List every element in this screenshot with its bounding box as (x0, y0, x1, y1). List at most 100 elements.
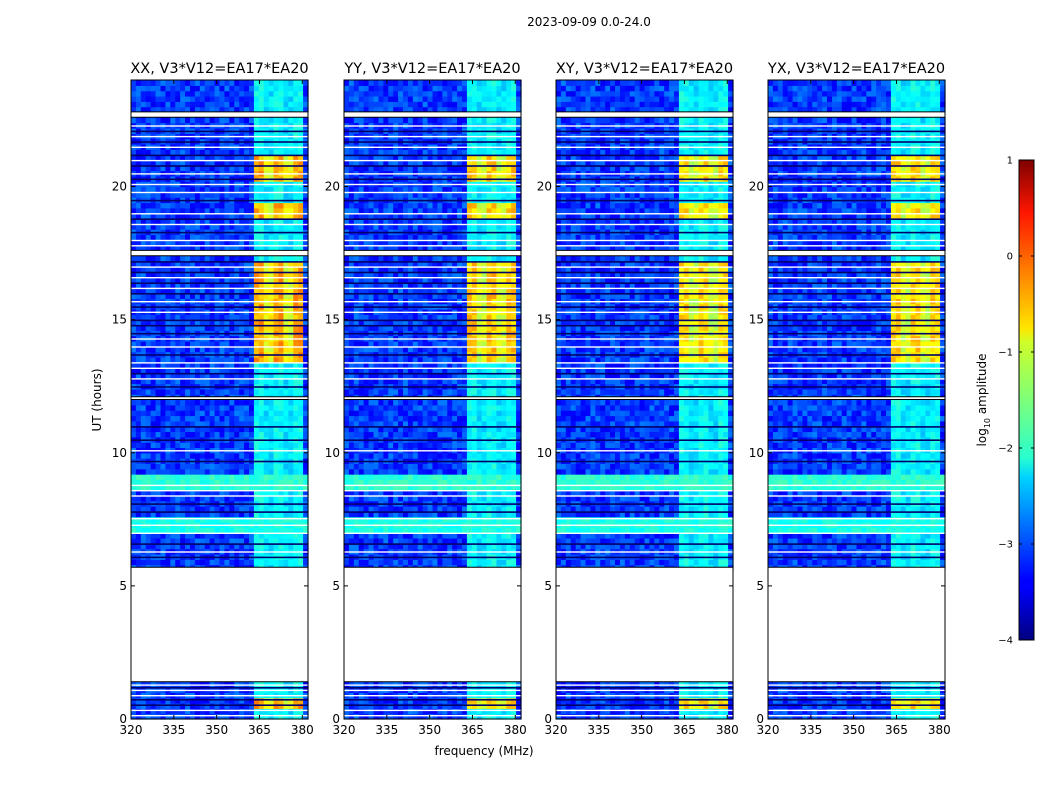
heatmap-cell (293, 223, 299, 230)
heatmap-cell (258, 117, 265, 124)
heatmap-cell (160, 713, 167, 720)
heatmap-cell (358, 490, 365, 496)
heatmap-cell (273, 234, 280, 241)
heatmap-cell (263, 186, 270, 193)
heatmap-cell (278, 346, 285, 353)
heatmap-cell (278, 324, 285, 331)
heatmap-cell (422, 490, 429, 496)
heatmap-cell (140, 426, 147, 433)
heatmap-cell (165, 293, 171, 299)
heatmap-cell (175, 80, 181, 86)
heatmap-cell (160, 245, 167, 251)
flagged-row-line (131, 346, 308, 348)
heatmap-cell (363, 532, 370, 539)
heatmap-cell (516, 516, 522, 523)
heatmap-cell (234, 255, 240, 262)
heatmap-cell (140, 80, 147, 86)
heatmap-cell (180, 559, 186, 566)
heatmap-cell (258, 261, 265, 267)
heatmap-cell (224, 106, 230, 113)
heatmap-cell (180, 101, 186, 108)
heatmap-cell (145, 362, 152, 369)
heatmap-cell (165, 346, 171, 353)
heatmap-cell (471, 708, 478, 715)
heatmap-cell (140, 479, 147, 486)
heatmap-cell (293, 191, 299, 198)
heatmap-cell (417, 713, 424, 720)
heatmap-cell (131, 159, 137, 166)
heatmap-cell (268, 537, 275, 544)
heatmap-cell (363, 506, 370, 512)
heatmap-cell (155, 431, 162, 438)
heatmap-cell (249, 202, 255, 209)
heatmap-cell (204, 80, 211, 86)
heatmap-cell (263, 261, 270, 267)
heatmap-cell (224, 399, 230, 406)
heatmap-cell (457, 484, 463, 491)
heatmap-cell (249, 159, 255, 166)
heatmap-cell (437, 543, 443, 550)
no-data-region (131, 250, 308, 256)
heatmap-cell (344, 404, 350, 411)
heatmap-cell (457, 559, 463, 566)
heatmap-cell (358, 697, 365, 704)
heatmap-cell (263, 101, 270, 108)
heatmap-cell (511, 490, 517, 496)
heatmap-cell (170, 346, 176, 353)
heatmap-cell (407, 415, 414, 422)
heatmap-cell (194, 697, 201, 704)
heatmap-cell (303, 95, 309, 102)
heatmap-cell (150, 271, 157, 278)
heatmap-cell (293, 159, 299, 166)
heatmap-cell (348, 490, 355, 496)
heatmap-cell (298, 340, 304, 347)
heatmap-cell (447, 511, 453, 518)
heatmap-cell (199, 101, 206, 108)
heatmap-cell (239, 159, 245, 166)
heatmap-cell (209, 202, 216, 209)
heatmap-cell (204, 154, 211, 161)
heatmap-cell (363, 479, 370, 486)
heatmap-cell (263, 484, 270, 491)
heatmap-cell (481, 410, 488, 417)
heatmap-cell (194, 234, 201, 241)
heatmap-cell (219, 404, 226, 411)
heatmap-cell (180, 218, 186, 225)
heatmap-cell (283, 106, 289, 113)
heatmap-cell (239, 527, 245, 534)
heatmap-cell (403, 532, 409, 539)
heatmap-cell (516, 713, 522, 720)
heatmap-cell (209, 324, 216, 331)
heatmap-cell (185, 474, 191, 480)
heatmap-cell (175, 149, 181, 156)
heatmap-cell (145, 442, 152, 449)
heatmap-cell (190, 261, 196, 267)
heatmap-cell (422, 442, 429, 449)
heatmap-cell (263, 213, 270, 220)
heatmap-cell (244, 266, 250, 273)
heatmap-cell (283, 484, 289, 491)
heatmap-cell (131, 277, 137, 283)
heatmap-cell (180, 415, 186, 422)
heatmap-cell (491, 468, 498, 475)
heatmap-cell (229, 277, 235, 283)
heatmap-cell (486, 442, 493, 449)
heatmap-cell (180, 367, 186, 374)
heatmap-cell (239, 282, 245, 289)
heatmap-cell (288, 356, 294, 363)
heatmap-cell (373, 543, 380, 550)
heatmap-cell (214, 367, 221, 374)
heatmap-cell (234, 490, 240, 496)
heatmap-cell (253, 697, 260, 704)
heatmap-cell (219, 495, 226, 502)
heatmap-cell (358, 479, 365, 486)
heatmap-cell (481, 420, 488, 427)
heatmap-cell (278, 287, 285, 294)
heatmap-cell (150, 431, 157, 438)
heatmap-cell (194, 149, 201, 156)
heatmap-cell (283, 468, 289, 475)
heatmap-cell (170, 340, 176, 347)
heatmap-cell (209, 218, 216, 225)
heatmap-cell (348, 495, 355, 502)
heatmap-cell (165, 431, 171, 438)
